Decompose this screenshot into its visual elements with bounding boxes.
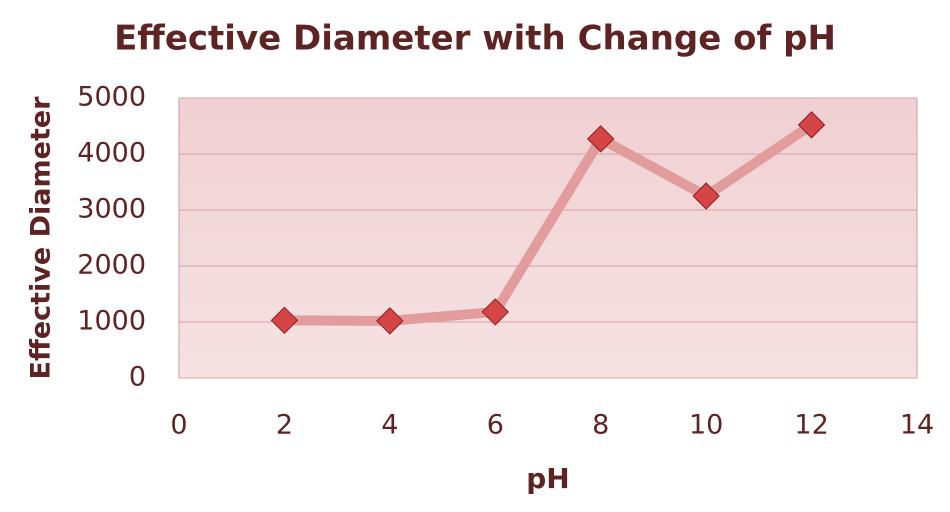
marker <box>797 111 826 139</box>
marker <box>692 182 720 210</box>
x-tick-label: 4 <box>381 410 398 441</box>
x-tick-label: 10 <box>689 410 723 441</box>
x-tick-label: 14 <box>900 410 934 441</box>
chart-title: Effective Diameter with Change of pH <box>114 19 836 59</box>
marker <box>481 298 509 326</box>
x-tick-label: 2 <box>276 410 293 441</box>
marker <box>376 307 404 335</box>
x-axis-label: pH <box>526 462 569 495</box>
x-tick-label: 12 <box>794 410 828 441</box>
plot-area <box>178 97 918 379</box>
x-tick-label: 0 <box>170 410 187 441</box>
marker <box>270 306 299 335</box>
y-tick-label: 4000 <box>77 138 146 169</box>
line <box>279 119 817 326</box>
y-axis-label: Effective Diameter <box>26 96 57 380</box>
y-tick-label: 2000 <box>77 250 146 281</box>
y-tick-label: 3000 <box>77 194 146 225</box>
y-tick-label: 1000 <box>77 306 146 337</box>
x-tick-label: 6 <box>487 410 504 441</box>
y-tick-label: 5000 <box>77 82 146 113</box>
marker <box>587 125 615 153</box>
y-tick-label: 0 <box>129 362 146 393</box>
x-tick-label: 8 <box>592 410 609 441</box>
